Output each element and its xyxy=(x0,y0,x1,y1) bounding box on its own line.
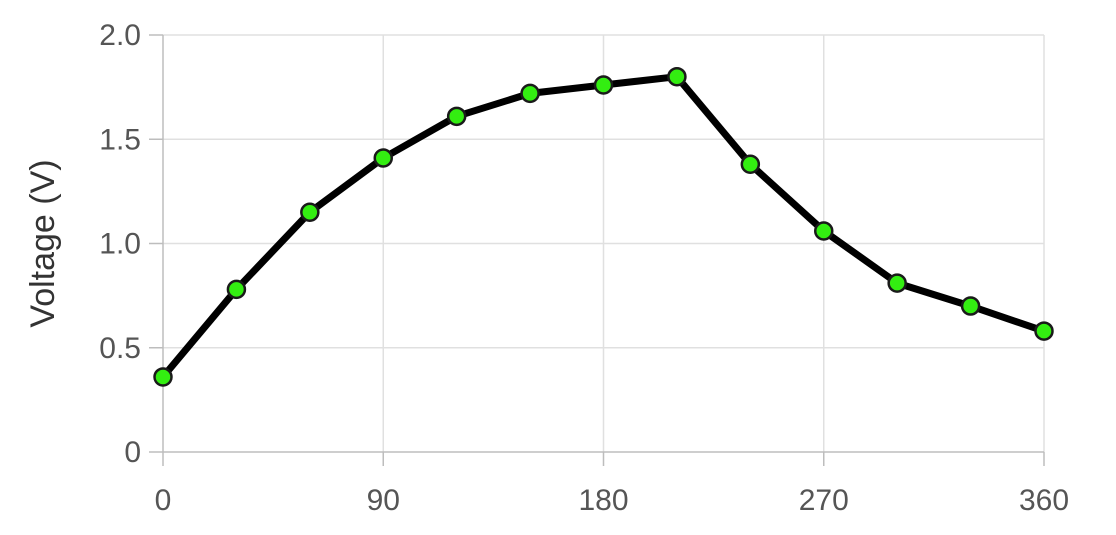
data-point xyxy=(593,75,614,95)
data-point xyxy=(814,221,834,241)
x-tick-label: 360 xyxy=(1019,484,1069,517)
y-tick-label: 0.5 xyxy=(99,332,141,365)
data-point xyxy=(520,83,540,104)
data-point xyxy=(1034,321,1054,341)
series-voltage xyxy=(153,66,1054,387)
x-axis-ticks: 0 90 180 270 360 xyxy=(155,452,1069,517)
x-tick-label: 90 xyxy=(367,484,400,517)
x-tick-label: 180 xyxy=(578,484,628,517)
data-point xyxy=(960,296,981,316)
x-tick-label: 0 xyxy=(155,484,172,517)
data-point xyxy=(667,66,687,87)
data-point xyxy=(446,106,467,127)
x-tick-label: 270 xyxy=(799,484,849,517)
data-point xyxy=(887,273,907,293)
data-point xyxy=(300,202,320,222)
data-point xyxy=(373,148,393,168)
y-tick-label: 0 xyxy=(124,436,141,469)
y-axis-ticks: 0 0.5 1.0 1.5 2.0 xyxy=(99,19,163,469)
data-point xyxy=(226,279,247,300)
y-axis-title: Voltage (V) xyxy=(24,159,62,327)
y-tick-label: 1.0 xyxy=(99,228,141,261)
data-point xyxy=(740,154,761,175)
grid-lines xyxy=(163,34,1045,452)
data-point xyxy=(153,367,173,387)
y-tick-label: 1.5 xyxy=(99,123,141,156)
y-tick-label: 2.0 xyxy=(99,19,141,52)
